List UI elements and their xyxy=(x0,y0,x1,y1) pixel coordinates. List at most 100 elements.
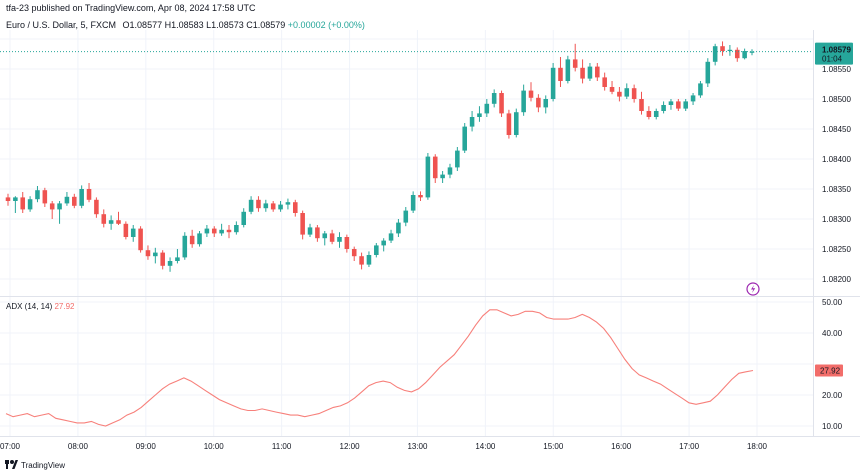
candle-body[interactable] xyxy=(337,237,342,242)
candle-body[interactable] xyxy=(410,195,416,211)
candle-body[interactable] xyxy=(440,174,445,179)
candle-body[interactable] xyxy=(359,256,364,265)
candle-body[interactable] xyxy=(116,220,121,224)
candle-body[interactable] xyxy=(130,228,136,237)
candle-body[interactable] xyxy=(175,257,180,261)
candle-body[interactable] xyxy=(484,103,490,114)
candle-body[interactable] xyxy=(204,228,210,234)
candle-body[interactable] xyxy=(197,233,202,245)
candle-body[interactable] xyxy=(101,214,107,224)
candle-body[interactable] xyxy=(491,93,497,104)
candle-body[interactable] xyxy=(705,61,711,84)
candle-body[interactable] xyxy=(565,59,571,81)
candle-body[interactable] xyxy=(425,156,431,198)
candle-body[interactable] xyxy=(20,197,26,210)
candle-body[interactable] xyxy=(624,88,630,97)
candle-body[interactable] xyxy=(79,189,84,206)
candle-body[interactable] xyxy=(167,261,173,266)
candle-body[interactable] xyxy=(72,196,77,206)
candle-body[interactable] xyxy=(396,222,401,234)
candle-body[interactable] xyxy=(86,189,92,200)
candle-body[interactable] xyxy=(108,220,114,224)
adx-legend[interactable]: ADX (14, 14) 27.92 xyxy=(6,302,75,311)
candle-body[interactable] xyxy=(572,59,578,68)
candle-body[interactable] xyxy=(248,199,254,212)
candle-body[interactable] xyxy=(153,252,158,257)
candle-body[interactable] xyxy=(536,97,541,108)
candle-body[interactable] xyxy=(27,199,33,210)
candle-body[interactable] xyxy=(388,233,394,241)
candle-body[interactable] xyxy=(13,197,18,201)
candle-body[interactable] xyxy=(499,93,504,114)
candle-body[interactable] xyxy=(580,67,585,79)
candle-body[interactable] xyxy=(676,101,681,109)
candle-body[interactable] xyxy=(219,229,224,234)
candle-body[interactable] xyxy=(447,167,453,175)
candle-body[interactable] xyxy=(727,49,733,51)
candle-body[interactable] xyxy=(521,90,526,113)
candle-body[interactable] xyxy=(661,105,666,111)
candle-body[interactable] xyxy=(5,197,11,201)
candle-body[interactable] xyxy=(734,49,740,59)
candle-body[interactable] xyxy=(64,196,70,204)
candle-body[interactable] xyxy=(344,237,350,249)
last-price-tag[interactable] xyxy=(815,42,853,65)
candle-body[interactable] xyxy=(35,190,40,200)
candle-body[interactable] xyxy=(160,252,165,266)
candle-body[interactable] xyxy=(329,233,335,242)
candle-body[interactable] xyxy=(322,233,328,239)
candle-body[interactable] xyxy=(307,227,313,235)
candle-body[interactable] xyxy=(477,113,482,117)
candle-body[interactable] xyxy=(145,250,151,257)
candle-body[interactable] xyxy=(712,46,718,62)
candle-body[interactable] xyxy=(469,117,475,127)
candle-body[interactable] xyxy=(42,190,48,204)
candle-body[interactable] xyxy=(720,46,725,51)
candle-body[interactable] xyxy=(381,240,386,246)
candle-body[interactable] xyxy=(742,51,747,59)
candle-body[interactable] xyxy=(513,112,519,135)
candle-body[interactable] xyxy=(189,235,195,245)
candle-body[interactable] xyxy=(211,228,217,234)
candle-body[interactable] xyxy=(366,255,372,265)
candle-body[interactable] xyxy=(278,204,283,210)
candle-body[interactable] xyxy=(506,113,512,135)
candle-body[interactable] xyxy=(256,199,261,209)
candle-body[interactable] xyxy=(293,202,298,213)
candle-body[interactable] xyxy=(182,235,188,258)
candle-body[interactable] xyxy=(123,223,129,237)
candle-body[interactable] xyxy=(138,228,143,251)
candle-body[interactable] xyxy=(528,90,534,98)
candle-body[interactable] xyxy=(698,83,703,96)
candle-body[interactable] xyxy=(646,111,652,117)
candle-body[interactable] xyxy=(455,150,460,168)
candle-body[interactable] xyxy=(609,87,615,92)
candle-body[interactable] xyxy=(543,99,549,108)
candle-body[interactable] xyxy=(683,101,688,109)
candle-body[interactable] xyxy=(595,66,600,78)
candle-body[interactable] xyxy=(241,211,247,225)
candle-body[interactable] xyxy=(351,249,357,257)
candle-body[interactable] xyxy=(668,101,674,105)
candle-body[interactable] xyxy=(653,111,659,117)
candle-body[interactable] xyxy=(690,95,696,102)
candle-body[interactable] xyxy=(558,67,563,81)
candle-body[interactable] xyxy=(403,210,409,223)
candle-body[interactable] xyxy=(749,51,755,53)
candle-body[interactable] xyxy=(270,203,276,210)
candle-body[interactable] xyxy=(234,225,239,233)
candle-body[interactable] xyxy=(550,67,556,99)
candle-body[interactable] xyxy=(432,156,438,179)
candle-body[interactable] xyxy=(587,66,593,79)
candle-body[interactable] xyxy=(602,77,607,87)
candle-body[interactable] xyxy=(418,195,423,198)
candle-body[interactable] xyxy=(263,203,269,209)
candle-body[interactable] xyxy=(94,199,99,215)
symbol-legend[interactable]: Euro / U.S. Dollar, 5, FXCM O1.08577 H1.… xyxy=(6,20,365,30)
candle-body[interactable] xyxy=(226,229,232,233)
candle-body[interactable] xyxy=(49,203,55,210)
candle-body[interactable] xyxy=(462,126,467,151)
candle-body[interactable] xyxy=(631,88,637,99)
candle-body[interactable] xyxy=(617,91,622,97)
